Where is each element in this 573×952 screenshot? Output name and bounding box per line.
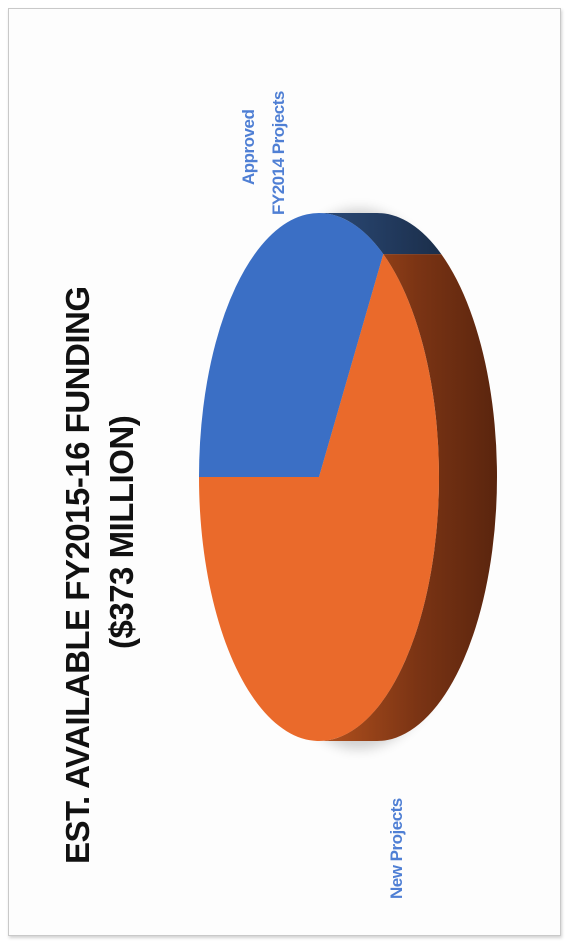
pie-chart [199, 209, 498, 749]
chart-card: EST. AVAILABLE FY2015-16 FUNDING ($373 M… [8, 8, 561, 936]
pie-side [319, 213, 498, 742]
slice-label-approved-line-1: Approved [239, 109, 258, 185]
pie-slice-0 [199, 213, 384, 477]
pie-side-slice-0 [319, 213, 442, 255]
slice-label-new-projects: New Projects [387, 798, 406, 899]
pie-side-slice-1 [319, 254, 498, 742]
slice-label-approved-line-2: FY2014 Projects [269, 91, 288, 215]
chart-title-line-2: ($373 MILLION) [103, 415, 140, 649]
pie-top [199, 213, 439, 742]
chart-title-line-1: EST. AVAILABLE FY2015-16 FUNDING [59, 286, 96, 864]
pie-slice-1 [199, 254, 439, 742]
